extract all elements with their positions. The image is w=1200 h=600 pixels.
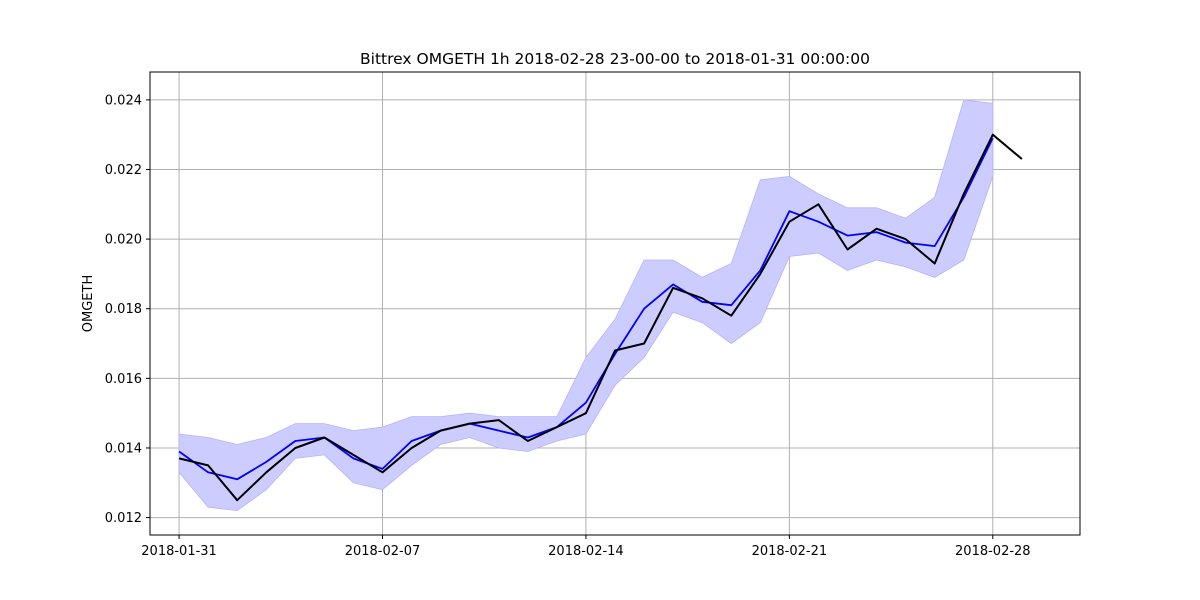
- y-axis-label: OMGETH: [81, 275, 96, 332]
- x-tick-label: 2018-02-28: [955, 544, 1031, 559]
- y-tick-label: 0.016: [105, 372, 142, 387]
- chart-title: Bittrex OMGETH 1h 2018-02-28 23-00-00 to…: [360, 50, 870, 68]
- y-tick-label: 0.020: [105, 233, 142, 248]
- y-tick-label: 0.024: [105, 93, 142, 108]
- y-tick-label: 0.022: [105, 163, 142, 178]
- x-tick-label: 2018-02-21: [752, 544, 828, 559]
- plot-frame: [149, 71, 1081, 536]
- x-tick-label: 2018-02-07: [345, 544, 421, 559]
- line-layer: [178, 133, 1023, 502]
- x-tick-label: 2018-01-31: [141, 544, 217, 559]
- price-line: [178, 133, 1023, 502]
- x-tick-label: 2018-02-14: [548, 544, 624, 559]
- y-tick-label: 0.014: [105, 441, 142, 456]
- moving-average-line: [178, 137, 994, 481]
- band-layer: [178, 99, 994, 512]
- y-tick-label: 0.018: [105, 302, 142, 317]
- y-tick-label: 0.012: [105, 511, 142, 526]
- band-area: [178, 99, 994, 512]
- tick-layer: 0.012 0.014 0.016 0.018 0.020 0.022 0.024 2018-…: [105, 93, 1031, 559]
